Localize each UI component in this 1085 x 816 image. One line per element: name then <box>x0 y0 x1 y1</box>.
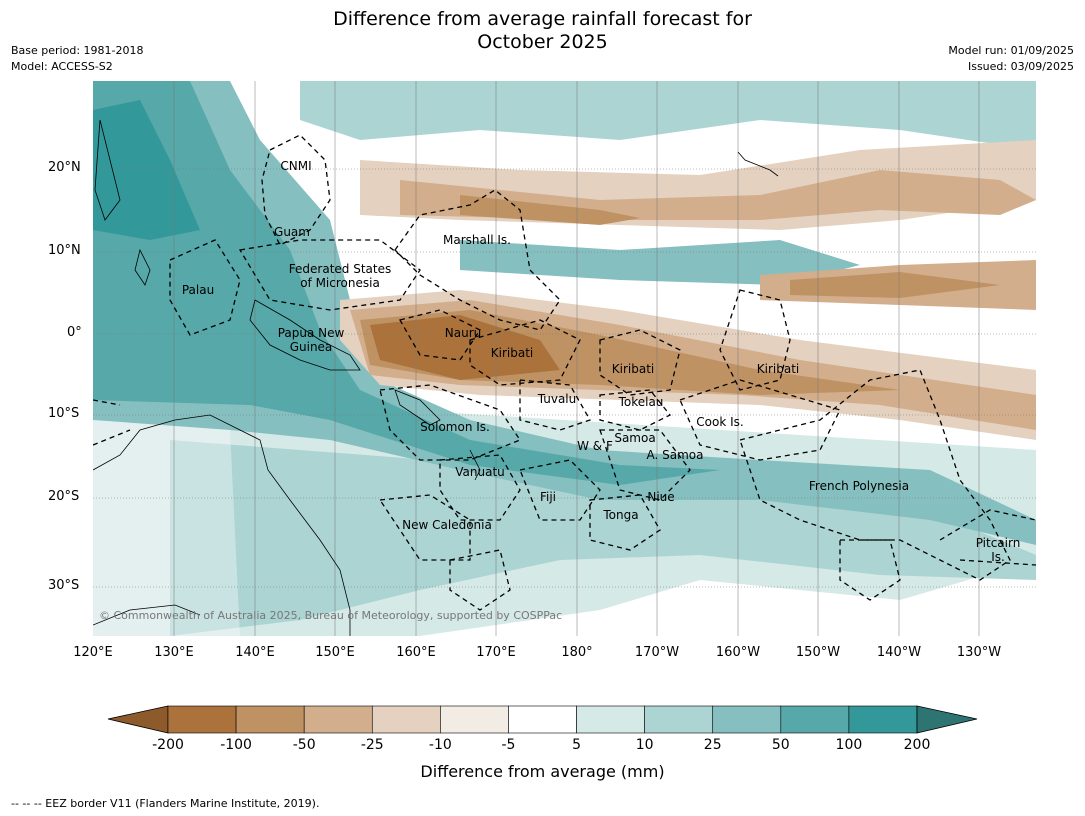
eez-borders <box>93 134 1036 611</box>
colorbar-tick-label: -200 <box>152 737 184 753</box>
map-title-line2: October 2025 <box>477 31 608 53</box>
colorbar-tick-label: -50 <box>292 737 316 753</box>
band-dry-core-central-pacific <box>790 272 1000 298</box>
place-micronesia: Federated States of Micronesia <box>288 262 392 290</box>
colorbar-extend-high <box>916 705 978 734</box>
australia-landmass <box>93 420 240 636</box>
model-run: Model run: 01/09/2025 <box>948 44 1074 57</box>
lon-label-140e: 140°E <box>235 645 275 660</box>
colorbar-tick-label: 50 <box>771 737 790 753</box>
lat-label-20s: 20°S <box>48 489 80 504</box>
colorbar-cell <box>712 705 782 734</box>
colorbar-tick-label: -25 <box>360 737 384 753</box>
band-darkest-teal-philippines <box>93 100 200 240</box>
place-vanuatu: Vanuatu <box>455 465 505 479</box>
lon-label-170e: 170°E <box>476 645 516 660</box>
band-dark-teal-west <box>93 81 720 485</box>
lon-label-180: 180° <box>561 645 593 660</box>
colorbar-cell <box>235 705 305 734</box>
coastlines <box>93 119 779 636</box>
meta-left: Base period: 1981-2018 Model: ACCESS-S2 <box>11 43 143 75</box>
place-kiribati-phoenix: Kiribati <box>611 362 655 376</box>
colorbar-cell <box>371 705 441 734</box>
lon-label-170w: 170°W <box>634 645 680 660</box>
lat-label-10s: 10°S <box>48 406 80 421</box>
colorbar <box>107 705 978 734</box>
copyright-notice: © Commonwealth of Australia 2025, Bureau… <box>99 609 563 622</box>
place-cook-islands: Cook Is. <box>696 415 744 429</box>
lon-label-160e: 160°E <box>396 645 436 660</box>
place-new-caledonia: New Caledonia <box>402 518 492 532</box>
place-niue: Niue <box>647 490 675 504</box>
lon-label-150w: 150°W <box>795 645 841 660</box>
colorbar-title: Difference from average (mm) <box>420 762 665 781</box>
place-guam: Guam <box>274 225 310 239</box>
colorbar-cell <box>508 705 577 734</box>
colorbar-tick-label: 25 <box>703 737 722 753</box>
colorbar-cell <box>576 705 645 734</box>
place-papua-new-guinea: Papua New Guinea <box>277 326 345 354</box>
meta-right: Model run: 01/09/2025 Issued: 03/09/2025 <box>948 43 1074 75</box>
lon-label-160w: 160°W <box>715 645 761 660</box>
colorbar-cells <box>167 705 918 734</box>
lat-label-20n: 20°N <box>48 160 81 175</box>
colorbar-tick-label: -100 <box>220 737 252 753</box>
colorbar-cell <box>440 705 509 734</box>
place-tuvalu: Tuvalu <box>537 392 577 406</box>
place-palau: Palau <box>181 283 215 297</box>
colorbar-tick-label: -10 <box>428 737 452 753</box>
colorbar-tick-label: 10 <box>635 737 654 753</box>
lon-label-130e: 130°E <box>154 645 194 660</box>
colorbar-tick-label: 100 <box>835 737 863 753</box>
place-solomon-islands: Solomon Is. <box>420 420 490 434</box>
lat-label-10n: 10°N <box>48 243 81 258</box>
band-teal-itcz <box>460 240 860 285</box>
place-nauru: Nauru <box>444 326 482 340</box>
place-pitcairn-islands: Pitcairn Is. <box>975 536 1021 564</box>
lon-label-130w: 130°W <box>956 645 1002 660</box>
band-mid-teal-west <box>93 81 1036 545</box>
colorbar-cell <box>167 705 237 734</box>
band-dry-core-north <box>460 195 640 225</box>
place-samoa: Samoa <box>614 431 656 445</box>
colorbar-cell <box>780 705 850 734</box>
place-wallis-futuna: W & F <box>577 439 613 453</box>
place-marshall-islands: Marshall Is. <box>443 233 511 247</box>
lon-label-120e: 120°E <box>73 645 113 660</box>
place-american-samoa: A. Samoa <box>646 448 704 462</box>
eez-legend-note: -- -- -- EEZ border V11 (Flanders Marine… <box>11 797 320 810</box>
lon-label-140w: 140°W <box>876 645 922 660</box>
colorbar-tick-label: -5 <box>501 737 516 753</box>
place-tonga: Tonga <box>603 508 639 522</box>
model-name: Model: ACCESS-S2 <box>11 60 113 73</box>
colorbar-cell <box>303 705 373 734</box>
lat-label-30s: 30°S <box>48 578 80 593</box>
map-field <box>93 81 1036 636</box>
colorbar-cell <box>848 705 918 734</box>
place-kiribati-gilbert: Kiribati <box>490 346 534 360</box>
map-title-line1: Difference from average rainfall forecas… <box>333 8 752 30</box>
colorbar-extend-low <box>107 705 169 734</box>
issued-date: Issued: 03/09/2025 <box>967 60 1074 73</box>
base-period: Base period: 1981-2018 <box>11 44 144 57</box>
band-dry-core-equator <box>370 315 560 380</box>
colorbar-tick-label: 200 <box>903 737 931 753</box>
lon-label-150e: 150°E <box>315 645 355 660</box>
colorbar-cell <box>644 705 714 734</box>
graticule <box>93 81 1036 636</box>
band-teal-south <box>170 440 1036 636</box>
place-kiribati-line: Kiribati <box>756 362 800 376</box>
band-teal-north <box>300 81 1036 150</box>
place-tokelau: Tokelau <box>618 395 664 409</box>
place-cnmi: CNMI <box>280 159 312 173</box>
lat-label-0: 0° <box>67 325 82 340</box>
place-french-polynesia: French Polynesia <box>808 479 910 493</box>
colorbar-tick-label: 5 <box>572 737 581 753</box>
place-fiji: Fiji <box>539 490 557 504</box>
